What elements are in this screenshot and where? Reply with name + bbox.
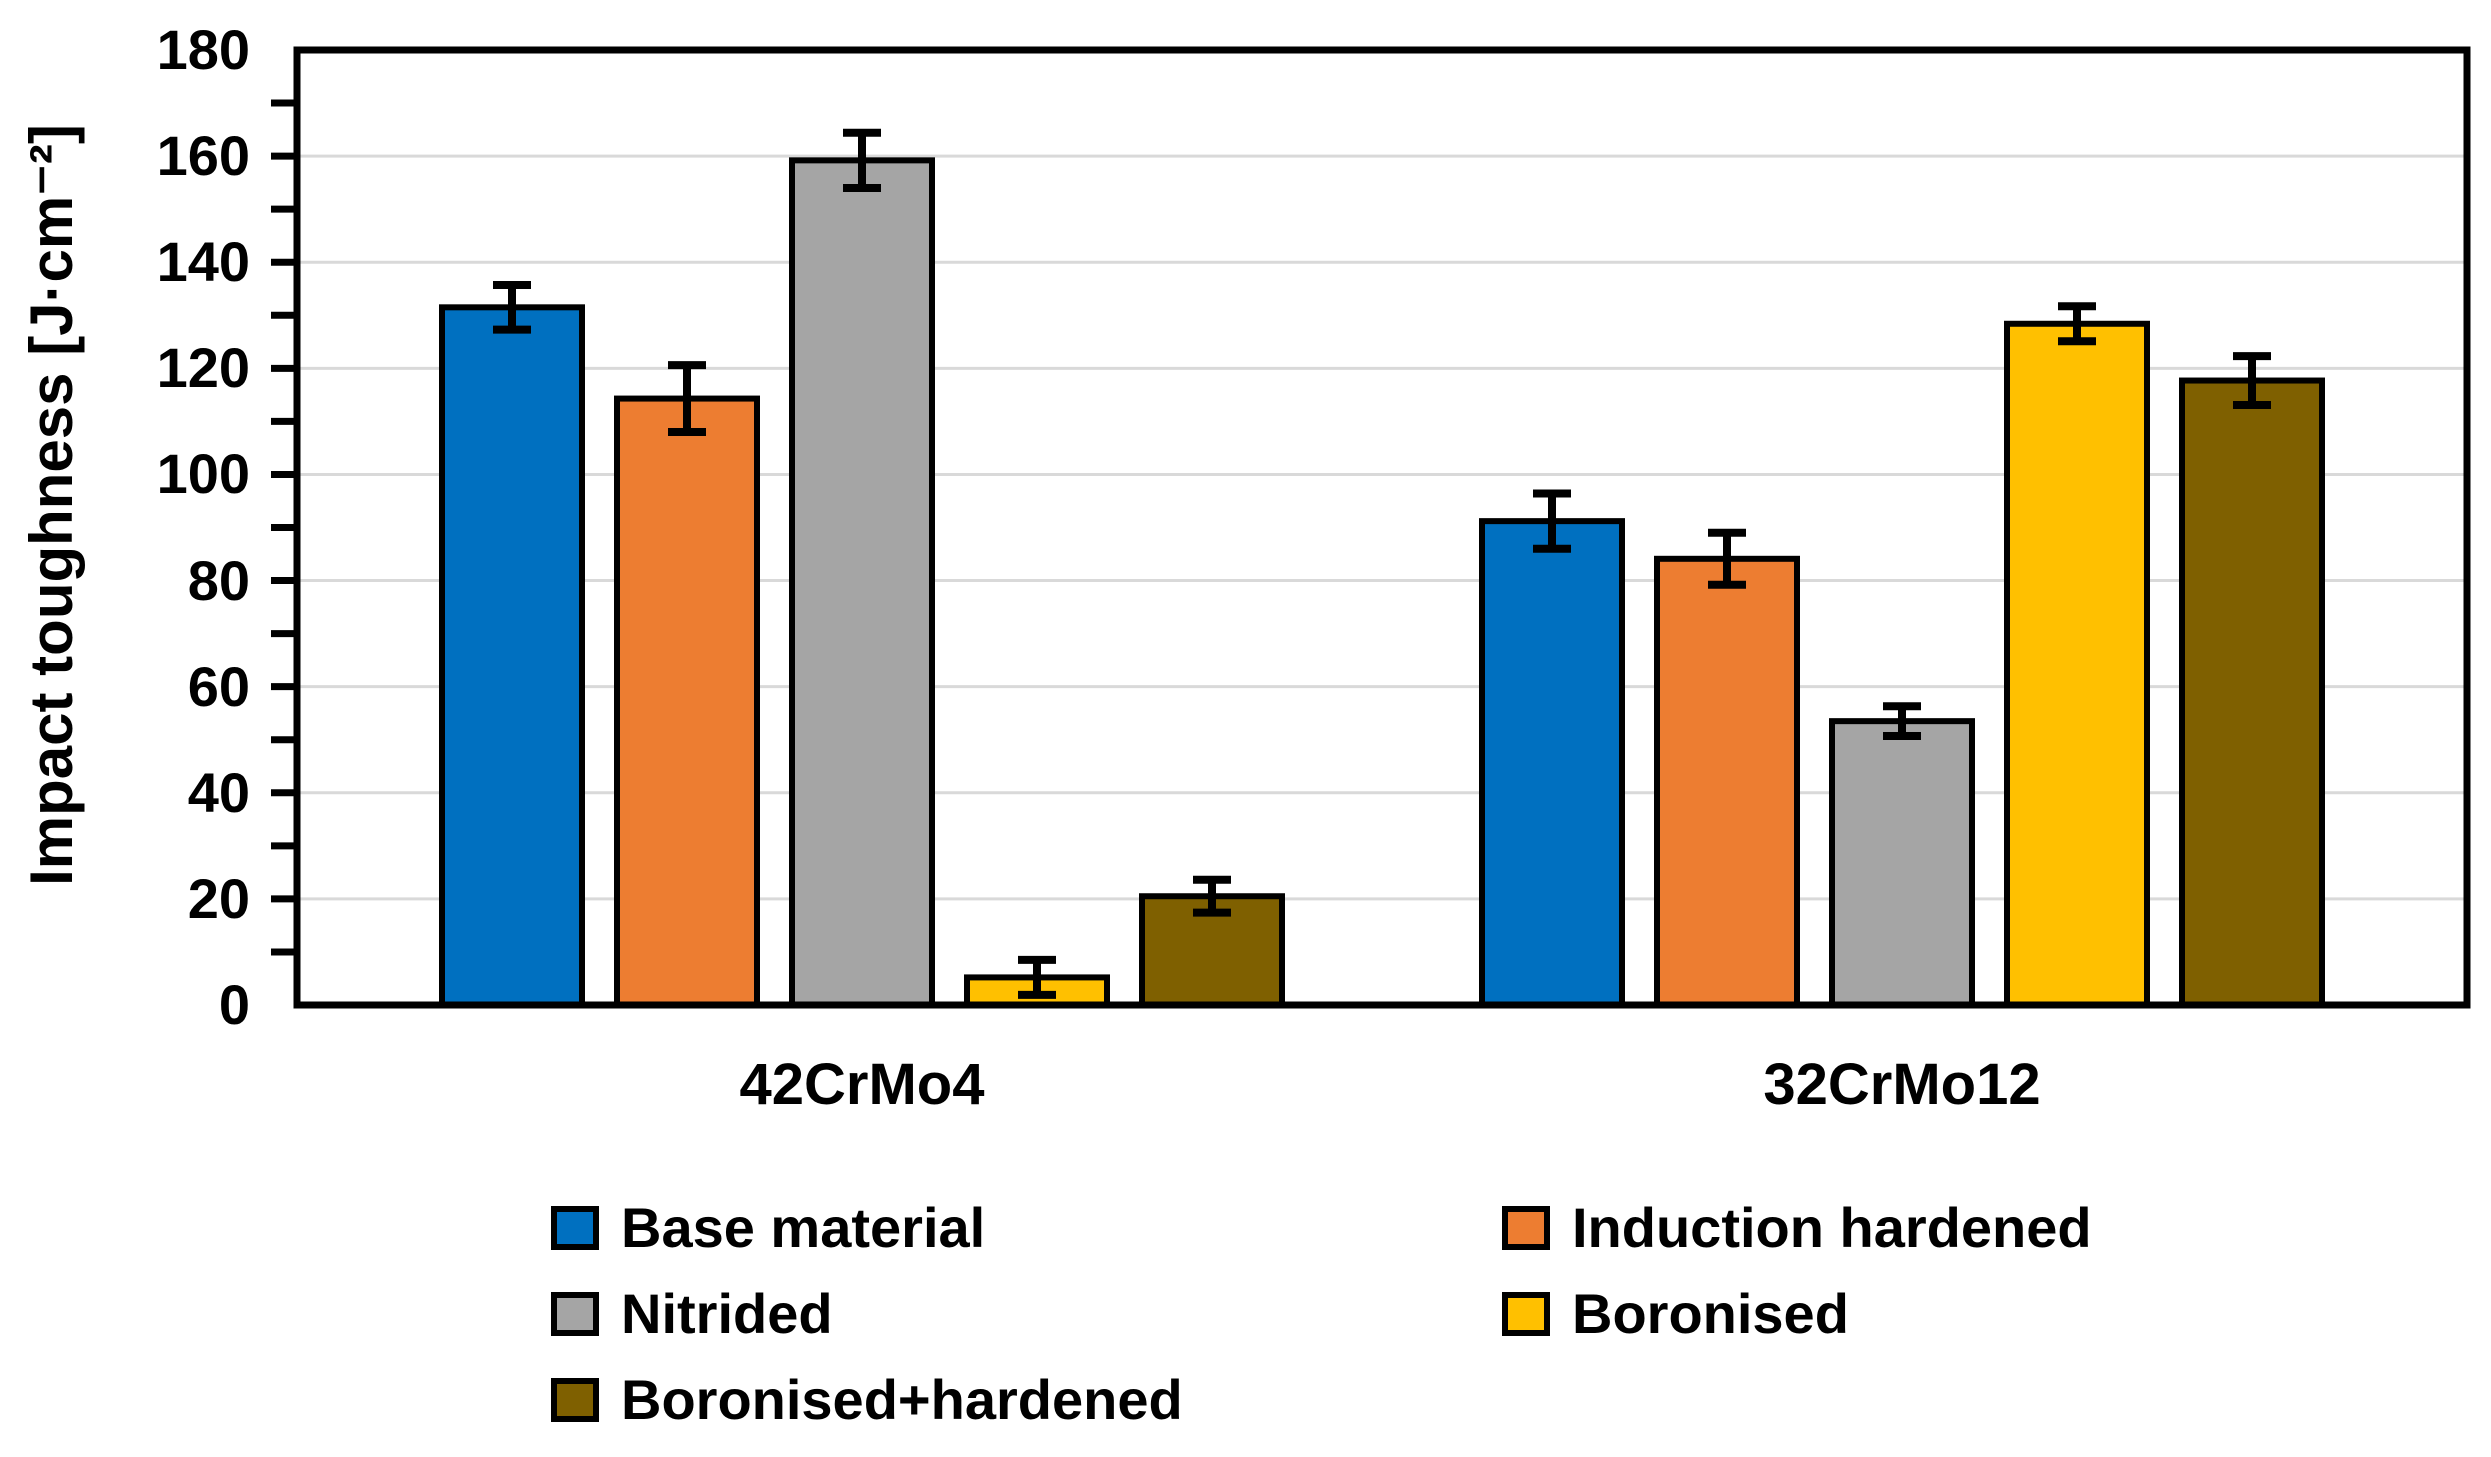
legend-item-base-material: Base material [551, 1198, 985, 1258]
category-label-32crmo12: 32CrMo12 [1763, 1052, 2041, 1117]
bar-32crmo12-base-material [1479, 518, 1625, 1009]
y-tick-label-180: 180 [156, 18, 250, 81]
legend-item-nitrided: Nitrided [551, 1284, 833, 1344]
y-tick-label-120: 120 [156, 336, 250, 400]
y-tick-label-140: 140 [156, 230, 250, 294]
bar-32crmo12-boronised-hardened [2179, 377, 2325, 1008]
y-tick-label-80: 80 [187, 548, 250, 612]
category-label-42crmo4: 42CrMo4 [739, 1052, 985, 1117]
legend-item-boronised-hardened: Boronised+hardened [551, 1370, 1183, 1430]
plot-border [293, 46, 2471, 1009]
legend-swatch-nitrided [551, 1292, 599, 1336]
legend-label-boronised: Boronised [1572, 1282, 1849, 1345]
legend-label-boronised-hardened: Boronised+hardened [621, 1368, 1183, 1431]
y-tick-label-20: 20 [187, 866, 250, 930]
y-tick-label-40: 40 [187, 760, 250, 824]
legend-swatch-boronised-hardened [551, 1378, 599, 1422]
legend-swatch-induction-hardened [1502, 1206, 1550, 1250]
bar-32crmo12-induction-hardened [1654, 555, 1800, 1009]
bar-42crmo4-base-material [439, 304, 585, 1008]
bar-32crmo12-boronised [2004, 320, 2150, 1008]
bar-42crmo4-induction-hardened [614, 395, 760, 1008]
legend-label-induction-hardened: Induction hardened [1572, 1196, 2092, 1259]
legend-swatch-base-material [551, 1206, 599, 1250]
legend-item-boronised: Boronised [1502, 1284, 1849, 1344]
legend-item-induction-hardened: Induction hardened [1502, 1198, 2092, 1258]
legend-swatch-boronised [1502, 1292, 1550, 1336]
y-tick-label-100: 100 [156, 442, 250, 506]
bar-42crmo4-nitrided [789, 157, 935, 1009]
y-tick-label-60: 60 [187, 654, 250, 718]
y-tick-label-0: 0 [218, 973, 250, 1036]
bar-32crmo12-nitrided [1829, 718, 1975, 1008]
legend-label-base-material: Base material [621, 1196, 986, 1259]
y-tick-label-160: 160 [156, 124, 250, 188]
legend-label-nitrided: Nitrided [621, 1282, 833, 1345]
